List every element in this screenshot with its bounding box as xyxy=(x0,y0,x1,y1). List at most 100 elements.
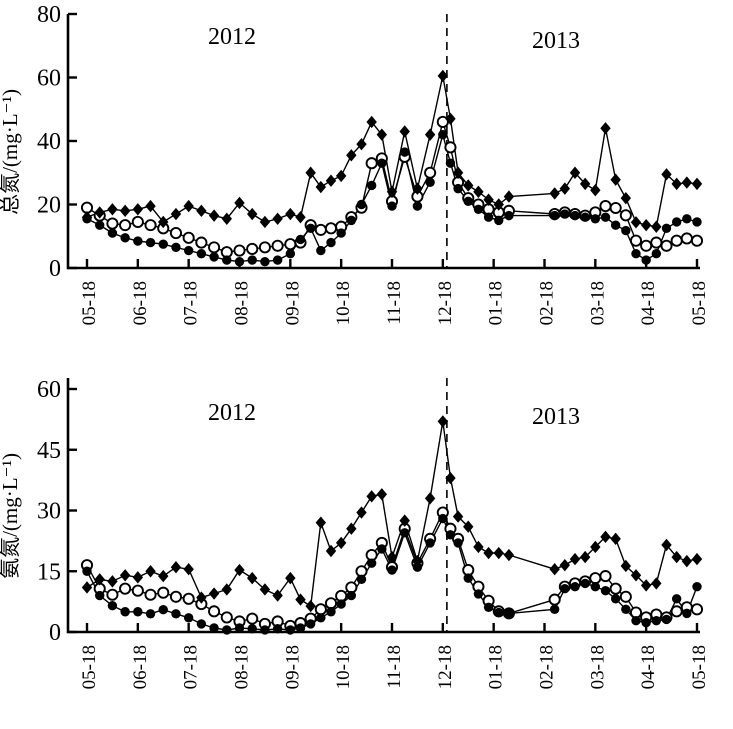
marker-diamond xyxy=(386,550,398,564)
marker-diamond xyxy=(196,204,207,218)
y-axis-tick-label: 15 xyxy=(37,559,61,585)
marker-diamond xyxy=(132,203,144,216)
marker-filled-circle xyxy=(621,604,631,615)
marker-diamond xyxy=(94,573,105,586)
marker-filled-circle xyxy=(145,237,156,248)
marker-filled-circle xyxy=(692,217,702,227)
x-axis-tick-label: 06-18 xyxy=(130,645,151,689)
marker-filled-circle xyxy=(346,590,357,601)
marker-diamond xyxy=(445,112,456,125)
x-axis-tick-label: 02-18 xyxy=(536,281,557,325)
marker-filled-circle xyxy=(610,220,621,230)
marker-filled-circle xyxy=(425,177,435,187)
marker-open-circle xyxy=(609,582,622,595)
marker-open-circle xyxy=(246,612,259,625)
marker-filled-circle xyxy=(549,604,560,615)
x-axis-tick-label: 07-18 xyxy=(181,281,202,325)
marker-diamond xyxy=(158,215,169,229)
marker-filled-circle xyxy=(641,617,651,628)
marker-filled-circle xyxy=(445,530,456,540)
x-axis-tick-label: 04-18 xyxy=(638,281,659,325)
marker-filled-circle xyxy=(425,538,435,548)
marker-diamond xyxy=(272,212,283,225)
marker-open-circle xyxy=(589,572,602,585)
marker-filled-circle xyxy=(651,615,662,626)
marker-open-circle xyxy=(106,588,119,601)
marker-diamond xyxy=(549,563,560,576)
marker-diamond xyxy=(399,125,410,138)
marker-diamond xyxy=(681,176,693,189)
marker-diamond xyxy=(424,492,436,505)
marker-diamond xyxy=(579,177,591,191)
marker-diamond xyxy=(132,571,144,584)
marker-diamond xyxy=(295,593,306,606)
marker-diamond xyxy=(671,550,682,564)
marker-filled-circle xyxy=(400,528,410,538)
marker-filled-circle xyxy=(120,607,130,617)
marker-filled-circle xyxy=(473,204,484,214)
marker-diamond xyxy=(473,540,484,554)
marker-open-circle xyxy=(144,219,157,232)
marker-filled-circle xyxy=(377,158,387,168)
marker-diamond xyxy=(493,198,504,211)
marker-open-circle xyxy=(169,590,183,603)
marker-open-circle xyxy=(220,611,233,624)
marker-diamond xyxy=(590,540,601,554)
marker-diamond xyxy=(493,546,504,560)
year-2012-annotation: 2012 xyxy=(208,400,256,426)
marker-filled-circle xyxy=(222,625,232,635)
marker-diamond xyxy=(640,218,652,232)
marker-filled-circle xyxy=(95,590,105,601)
x-axis-tick-label: 06-18 xyxy=(130,281,151,325)
marker-diamond xyxy=(661,168,672,181)
marker-diamond xyxy=(119,204,131,218)
marker-diamond xyxy=(366,490,377,503)
marker-filled-circle xyxy=(580,578,590,589)
marker-open-circle xyxy=(670,234,683,247)
marker-diamond xyxy=(483,546,494,560)
marker-filled-circle xyxy=(504,608,514,619)
marker-filled-circle xyxy=(366,180,377,191)
marker-filled-circle xyxy=(336,228,346,238)
x-axis-tick-label: 02-18 xyxy=(536,645,557,689)
marker-open-circle xyxy=(619,209,632,222)
marker-filled-circle xyxy=(247,255,257,265)
marker-diamond xyxy=(221,212,232,225)
marker-filled-circle xyxy=(295,623,306,633)
marker-diamond xyxy=(285,571,296,585)
marker-filled-circle xyxy=(590,581,601,592)
marker-diamond xyxy=(630,569,642,582)
marker-diamond xyxy=(651,220,662,233)
marker-diamond xyxy=(620,191,632,205)
x-axis-tick-label: 09-18 xyxy=(282,645,303,689)
marker-diamond xyxy=(335,169,347,183)
marker-open-circle xyxy=(324,597,338,610)
marker-filled-circle xyxy=(453,538,463,548)
marker-filled-circle xyxy=(600,585,611,596)
marker-filled-circle xyxy=(661,223,672,234)
x-axis-tick-label: 05-18 xyxy=(689,645,710,689)
marker-open-circle xyxy=(640,239,653,252)
marker-filled-circle xyxy=(631,249,641,259)
marker-filled-circle xyxy=(682,608,692,619)
x-axis-tick-label: 10-18 xyxy=(333,281,354,325)
marker-filled-circle xyxy=(387,565,397,575)
marker-diamond xyxy=(640,579,652,592)
marker-diamond xyxy=(503,190,515,203)
marker-filled-circle xyxy=(661,614,672,625)
marker-diamond xyxy=(452,510,464,523)
marker-open-circle xyxy=(271,239,284,252)
marker-diamond xyxy=(473,185,484,198)
marker-filled-circle xyxy=(377,544,387,554)
marker-diamond xyxy=(399,514,410,527)
marker-diamond xyxy=(437,69,449,83)
marker-filled-circle xyxy=(438,129,448,140)
total-nitrogen-y-axis-label: 总氮/(mg·L⁻¹) xyxy=(0,89,22,215)
y-axis-tick-label: 60 xyxy=(37,66,61,92)
marker-open-circle xyxy=(619,590,632,603)
marker-filled-circle xyxy=(356,199,367,210)
marker-open-circle xyxy=(131,215,144,229)
marker-filled-circle xyxy=(356,574,367,585)
ammonia-nitrogen-plot-generated: 0 15 30 45 60 05-18 06-18 07-18 08-18 09-18 10-18 1… xyxy=(37,377,710,689)
